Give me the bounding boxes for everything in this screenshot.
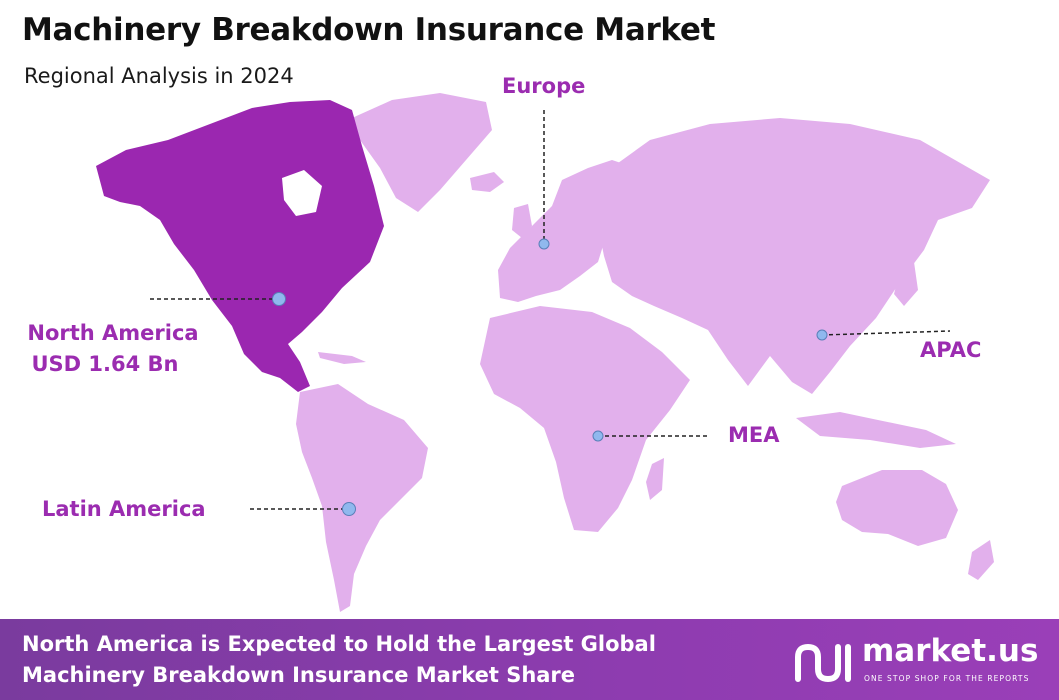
map-north-america[interactable]	[96, 100, 384, 392]
market-us-logo-icon	[795, 643, 851, 683]
marker-europe[interactable]	[538, 238, 550, 250]
label-north-america-name: North America	[27, 321, 199, 345]
map-caribbean	[318, 352, 366, 364]
logo-name: market.us	[862, 633, 1039, 669]
map-se-asia-islands	[796, 412, 956, 448]
map-japan	[894, 262, 918, 306]
label-latin-america: Latin America	[42, 497, 206, 521]
map-greenland	[352, 93, 492, 212]
footer-line-2: Machinery Breakdown Insurance Market Sha…	[22, 663, 576, 687]
map-madagascar	[646, 458, 664, 500]
label-north-america: North America USD 1.64 Bn	[18, 318, 208, 380]
page-subtitle: Regional Analysis in 2024	[24, 64, 294, 88]
footer-message: North America is Expected to Hold the La…	[22, 629, 656, 691]
label-north-america-value: USD 1.64 Bn	[31, 352, 179, 376]
map-south-america[interactable]	[296, 384, 428, 612]
leader-line-apac	[821, 330, 951, 336]
footer-line-1: North America is Expected to Hold the La…	[22, 632, 656, 656]
label-mea: MEA	[728, 423, 780, 447]
label-europe: Europe	[502, 74, 586, 98]
map-asia[interactable]	[598, 118, 990, 394]
map-hudson-bay	[282, 170, 322, 216]
map-africa[interactable]	[480, 306, 690, 532]
map-new-zealand	[968, 540, 994, 580]
world-map	[96, 93, 994, 612]
marker-latin-america[interactable]	[342, 502, 356, 516]
market-us-logo[interactable]: market.us ONE STOP SHOP FOR THE REPORTS	[790, 633, 1040, 693]
marker-apac[interactable]	[816, 329, 828, 341]
map-uk	[512, 204, 532, 238]
map-iceland	[470, 172, 504, 192]
map-australia[interactable]	[836, 470, 958, 546]
label-apac: APAC	[920, 338, 982, 362]
marker-mea[interactable]	[592, 430, 604, 442]
marker-north-america[interactable]	[272, 292, 286, 306]
page-title: Machinery Breakdown Insurance Market	[22, 12, 716, 48]
logo-tagline: ONE STOP SHOP FOR THE REPORTS	[864, 674, 1030, 683]
footer-banner: North America is Expected to Hold the La…	[0, 619, 1059, 700]
